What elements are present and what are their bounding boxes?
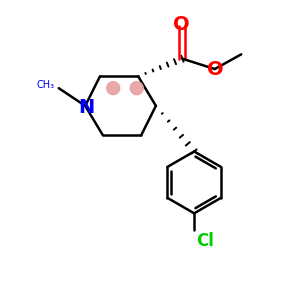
Text: CH₃: CH₃ (36, 80, 54, 90)
Text: Cl: Cl (196, 232, 214, 250)
Circle shape (130, 82, 143, 94)
Circle shape (107, 82, 120, 94)
Text: O: O (172, 15, 189, 34)
Text: N: N (79, 98, 95, 117)
Text: O: O (207, 59, 224, 79)
